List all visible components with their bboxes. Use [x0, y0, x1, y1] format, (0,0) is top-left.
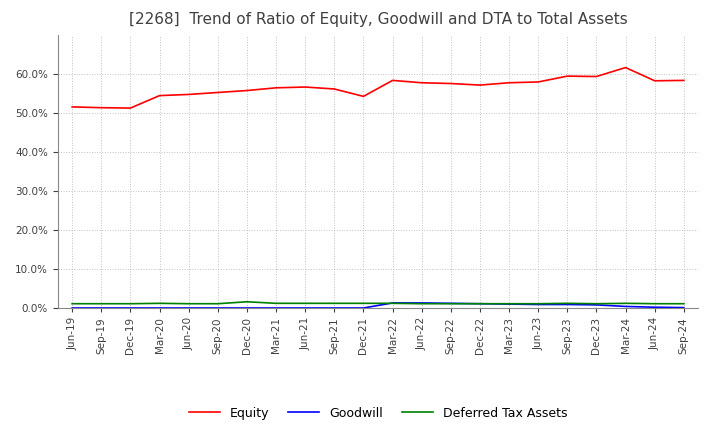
- Equity: [330, 86, 338, 92]
- Goodwill: [621, 304, 630, 309]
- Goodwill: [418, 300, 426, 305]
- Deferred Tax Assets: [243, 299, 251, 304]
- Deferred Tax Assets: [476, 301, 485, 306]
- Deferred Tax Assets: [359, 301, 368, 306]
- Equity: [271, 85, 280, 91]
- Goodwill: [680, 305, 688, 310]
- Equity: [156, 93, 164, 98]
- Deferred Tax Assets: [330, 301, 338, 306]
- Goodwill: [97, 305, 106, 311]
- Deferred Tax Assets: [126, 301, 135, 306]
- Deferred Tax Assets: [621, 301, 630, 306]
- Goodwill: [68, 305, 76, 311]
- Line: Deferred Tax Assets: Deferred Tax Assets: [72, 302, 684, 304]
- Equity: [418, 80, 426, 85]
- Equity: [97, 105, 106, 110]
- Equity: [243, 88, 251, 93]
- Deferred Tax Assets: [301, 301, 310, 306]
- Deferred Tax Assets: [97, 301, 106, 306]
- Equity: [534, 79, 543, 84]
- Legend: Equity, Goodwill, Deferred Tax Assets: Equity, Goodwill, Deferred Tax Assets: [184, 402, 572, 425]
- Deferred Tax Assets: [213, 301, 222, 306]
- Equity: [505, 80, 513, 85]
- Goodwill: [184, 305, 193, 311]
- Line: Goodwill: Goodwill: [72, 303, 684, 308]
- Equity: [184, 92, 193, 97]
- Goodwill: [243, 305, 251, 311]
- Deferred Tax Assets: [680, 301, 688, 306]
- Deferred Tax Assets: [650, 301, 659, 306]
- Equity: [476, 82, 485, 88]
- Goodwill: [330, 305, 338, 311]
- Goodwill: [301, 305, 310, 311]
- Equity: [68, 104, 76, 110]
- Line: Equity: Equity: [72, 68, 684, 108]
- Title: [2268]  Trend of Ratio of Equity, Goodwill and DTA to Total Assets: [2268] Trend of Ratio of Equity, Goodwil…: [129, 12, 627, 27]
- Deferred Tax Assets: [534, 301, 543, 306]
- Goodwill: [650, 304, 659, 310]
- Deferred Tax Assets: [563, 301, 572, 306]
- Equity: [650, 78, 659, 84]
- Goodwill: [563, 302, 572, 307]
- Goodwill: [388, 300, 397, 305]
- Equity: [301, 84, 310, 90]
- Deferred Tax Assets: [446, 301, 455, 306]
- Goodwill: [126, 305, 135, 311]
- Equity: [621, 65, 630, 70]
- Goodwill: [156, 305, 164, 311]
- Goodwill: [359, 305, 368, 311]
- Goodwill: [213, 305, 222, 311]
- Goodwill: [271, 305, 280, 311]
- Goodwill: [534, 302, 543, 307]
- Deferred Tax Assets: [418, 301, 426, 306]
- Deferred Tax Assets: [271, 301, 280, 306]
- Deferred Tax Assets: [592, 301, 600, 306]
- Deferred Tax Assets: [505, 301, 513, 306]
- Equity: [680, 78, 688, 83]
- Deferred Tax Assets: [68, 301, 76, 306]
- Equity: [359, 94, 368, 99]
- Deferred Tax Assets: [184, 301, 193, 306]
- Deferred Tax Assets: [388, 301, 397, 306]
- Equity: [446, 81, 455, 86]
- Deferred Tax Assets: [156, 301, 164, 306]
- Equity: [213, 90, 222, 95]
- Equity: [388, 78, 397, 83]
- Goodwill: [505, 301, 513, 307]
- Goodwill: [446, 301, 455, 306]
- Goodwill: [592, 302, 600, 308]
- Equity: [126, 106, 135, 111]
- Equity: [563, 73, 572, 79]
- Goodwill: [476, 301, 485, 306]
- Equity: [592, 74, 600, 79]
